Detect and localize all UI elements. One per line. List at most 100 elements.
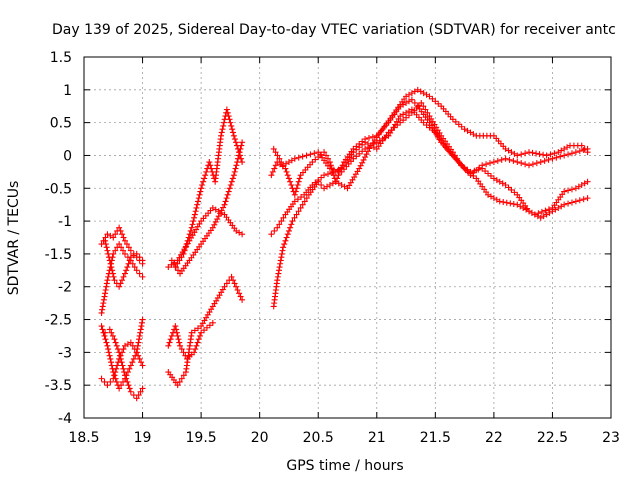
data-point-marker [105, 273, 112, 280]
data-point-marker [136, 254, 143, 261]
series-trace-m [268, 99, 591, 238]
data-point-marker [330, 172, 337, 179]
y-tick-label: 1 [63, 83, 72, 99]
data-point-marker [540, 151, 547, 158]
data-point-marker [510, 157, 517, 164]
series-trace-f [102, 326, 146, 402]
data-point-marker [102, 241, 109, 248]
data-point-marker [225, 113, 232, 120]
data-point-marker [212, 218, 219, 225]
data-point-marker [553, 154, 560, 161]
data-point-marker [194, 325, 201, 332]
data-point-marker [330, 166, 337, 173]
data-point-marker [228, 273, 235, 280]
data-point-marker [498, 156, 505, 163]
data-point-marker [321, 149, 328, 156]
data-point-marker [121, 270, 128, 277]
data-point-marker [134, 342, 141, 349]
data-point-marker [131, 346, 138, 353]
data-point-marker [228, 122, 235, 129]
data-point-marker [227, 181, 234, 188]
data-point-marker [98, 323, 105, 330]
data-point-marker [125, 260, 132, 267]
data-point-marker [139, 362, 146, 369]
data-point-marker [490, 159, 497, 166]
data-point-marker [138, 319, 145, 326]
data-point-marker [295, 178, 302, 185]
data-point-marker [112, 247, 119, 254]
data-point-marker [422, 106, 429, 113]
data-point-marker [287, 224, 294, 231]
data-point-marker [580, 196, 587, 203]
data-point-marker [280, 214, 287, 221]
data-point-marker [278, 250, 285, 257]
data-point-marker [233, 283, 240, 290]
data-point-marker [100, 300, 107, 307]
data-point-marker [172, 264, 179, 271]
data-point-marker [131, 264, 138, 271]
data-point-marker [225, 188, 232, 195]
data-point-marker [568, 199, 575, 206]
data-point-marker [561, 201, 568, 208]
data-point-marker [526, 162, 533, 169]
data-point-marker [283, 234, 290, 241]
data-point-marker [111, 336, 118, 343]
data-point-marker [196, 191, 203, 198]
data-point-marker [420, 103, 427, 110]
data-point-marker [137, 326, 144, 333]
data-point-marker [276, 221, 283, 228]
data-point-marker [176, 339, 183, 346]
data-point-marker [363, 151, 370, 158]
data-point-marker [98, 375, 105, 382]
x-tick-label: 22 [485, 430, 503, 446]
data-point-marker [500, 199, 507, 206]
data-point-marker [116, 352, 123, 359]
data-point-marker [135, 339, 142, 346]
data-point-marker [291, 214, 298, 221]
data-point-marker [307, 151, 314, 158]
data-point-marker [533, 160, 540, 167]
data-point-marker [362, 154, 369, 161]
data-point-marker [293, 185, 300, 192]
data-point-marker [116, 349, 123, 356]
y-tick-label: -3 [58, 345, 72, 361]
data-point-marker [522, 150, 529, 157]
data-point-marker [136, 332, 143, 339]
data-point-marker [272, 162, 279, 169]
data-point-marker [102, 287, 109, 294]
data-point-marker [568, 186, 575, 193]
data-point-marker [584, 195, 591, 202]
series-trace-k [165, 319, 216, 362]
data-point-marker [199, 181, 206, 188]
series-trace-c [102, 237, 146, 290]
data-point-marker [103, 280, 110, 287]
data-point-marker [572, 149, 579, 156]
data-point-marker [318, 181, 325, 188]
data-point-marker [133, 395, 140, 402]
data-point-marker [172, 323, 179, 330]
series-trace-l [270, 96, 591, 310]
data-point-marker [185, 234, 192, 241]
data-point-marker [303, 195, 310, 202]
data-point-marker [120, 346, 127, 353]
data-point-marker [110, 250, 117, 257]
data-point-marker [229, 175, 236, 182]
data-point-marker [112, 231, 119, 238]
y-axis-label: SDTVAR / TECUs [6, 181, 22, 296]
data-point-marker [192, 208, 199, 215]
data-point-marker [101, 378, 108, 385]
data-point-marker [188, 224, 195, 231]
data-point-marker [276, 264, 283, 271]
data-point-marker [538, 208, 545, 215]
data-point-marker [235, 145, 242, 152]
data-point-marker [135, 392, 142, 399]
data-point-marker [411, 99, 418, 106]
data-point-marker [232, 165, 239, 172]
x-tick-label: 20 [251, 430, 269, 446]
data-point-marker [194, 339, 201, 346]
data-point-marker [121, 369, 128, 376]
grid-layer [84, 57, 611, 418]
data-point-marker [165, 342, 172, 349]
data-point-marker [291, 191, 298, 198]
data-point-marker [565, 151, 572, 158]
